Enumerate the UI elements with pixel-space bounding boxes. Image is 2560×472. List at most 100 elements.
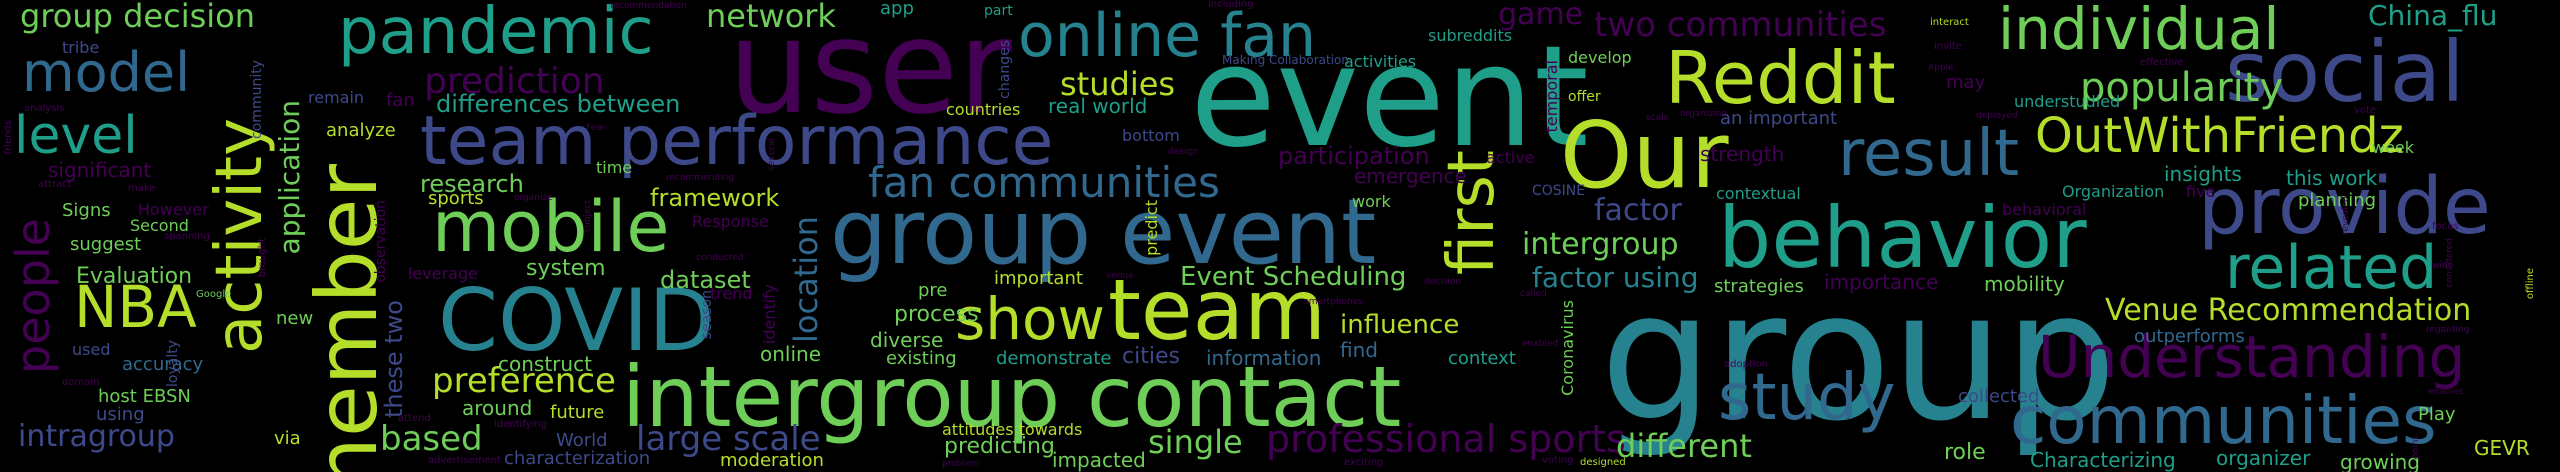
word-second: Second [130, 216, 189, 235]
word-behavior: behavior [1718, 189, 2087, 287]
word-contextual: contextual [1716, 184, 1801, 203]
word-loyalty: loyalty [165, 340, 181, 387]
word-advertisement: advertisement [428, 455, 501, 466]
word-single: single [1148, 423, 1243, 461]
word-leverage: leverage [408, 264, 478, 283]
word-fan: fan [386, 90, 415, 111]
word-few: Few [586, 123, 604, 133]
word-large-scale: large scale [636, 419, 821, 459]
word-domain: domain [62, 377, 100, 388]
word-voting: voting [1542, 455, 1574, 466]
word-organizer: organizer [2216, 446, 2311, 470]
word-group-event: group event [830, 180, 1377, 285]
word-enables: enables [2428, 387, 2464, 397]
word-differences-between: differences between [436, 90, 681, 118]
word-may: may [1946, 72, 1986, 93]
word-enabled: enabled [1522, 339, 1559, 349]
word-outwithfriendz: OutWithFriendz [2035, 108, 2404, 164]
word-group-decision: group decision [20, 0, 256, 35]
word-prediction: prediction [424, 61, 605, 102]
word-trend: trend [710, 284, 753, 303]
word-popularity: popularity [2080, 65, 2284, 111]
word-make: make [128, 183, 156, 194]
word-adoption: adoption [1724, 359, 1769, 370]
word-show: show [955, 285, 1105, 353]
word-moderation: moderation [720, 450, 824, 471]
word-event: event [1190, 16, 1589, 179]
word-communities: communities [2010, 382, 2437, 459]
word-community: community [249, 60, 265, 139]
word-different: different [1616, 427, 1752, 465]
word-factor-using: factor using [1532, 261, 1699, 294]
word-network: network [706, 0, 836, 35]
word-brought: brought [257, 238, 268, 278]
word-deployed: deployed [1976, 111, 2018, 121]
word-revealed: revealed [2341, 196, 2351, 236]
word-subreddits: subreddits [1428, 26, 1513, 45]
word-china-flu: China_flu [2368, 0, 2498, 32]
word-used: used [72, 340, 111, 359]
word-role: role [1944, 440, 1986, 465]
word-demonstrate: demonstrate [996, 348, 1112, 369]
word-five: five [2186, 182, 2216, 201]
word-framework: framework [650, 184, 780, 212]
word-pre: pre [918, 280, 948, 301]
word-system: system [526, 256, 606, 281]
word-week: week [2372, 138, 2415, 157]
word-response: Response [692, 212, 769, 231]
word-analysis: analysis [24, 103, 65, 114]
word-nba: NBA [74, 273, 197, 341]
word-related: related [2225, 233, 2438, 303]
word-strength: strength [1700, 142, 1785, 166]
word-mobility: mobility [1984, 272, 2065, 296]
word-important: important [994, 268, 1083, 289]
word-via: via [274, 428, 301, 449]
word-team-performance: team performance [420, 102, 1054, 181]
word-individual: individual [1998, 0, 2280, 63]
word-online: online [760, 342, 822, 366]
word-effective: effective [2140, 57, 2184, 68]
word-predicting: predicting [944, 434, 1055, 459]
word-observation: observation [373, 200, 389, 283]
word-venue: venue [1106, 271, 1134, 281]
word-intergroup: intergroup [1522, 227, 1679, 262]
word-attract: attract [38, 179, 72, 190]
word-event-scheduling: Event Scheduling [1180, 262, 1407, 292]
word-gevr: GEVR [2474, 436, 2530, 460]
word-however: However [138, 200, 209, 219]
word-emergence: emergence [1354, 164, 1467, 188]
word-regarding: regarding [2426, 325, 2470, 335]
word-find: find [1340, 338, 1378, 362]
word-two-communities: two communities [1594, 5, 1887, 45]
word-preference: preference [432, 361, 616, 401]
word-result: result [1838, 117, 2020, 191]
word-predict: predict [1142, 200, 1161, 256]
word-time: time [596, 158, 633, 177]
word-develop: develop [1568, 48, 1632, 67]
word-host-ebsn: host EBSN [98, 386, 191, 407]
word-using: using [96, 404, 145, 425]
word-strategies: strategies [1714, 276, 1804, 297]
word-decision: decision [1424, 277, 1462, 287]
word-social: social [2225, 23, 2465, 121]
word-google: Google [196, 289, 232, 300]
word-understanding: Understanding [2038, 323, 2466, 391]
word-sports: sports [428, 188, 484, 209]
word-conducted: conducted [696, 253, 744, 263]
word-influence: influence [1340, 310, 1460, 340]
word-focus: focus [2432, 221, 2459, 232]
word-location: location [787, 216, 825, 343]
word-signs: Signs [62, 200, 111, 221]
word-process: process [894, 302, 979, 327]
word-evaluation: Evaluation [76, 264, 193, 289]
word-covid: COVID [438, 271, 715, 371]
word-factor: factor [1594, 193, 1682, 228]
word-mobile: mobile [432, 186, 670, 268]
word-real-world: real world [1048, 94, 1148, 118]
word-point: point [2411, 436, 2421, 459]
word-game: game [1498, 0, 1584, 32]
word-characterizing: Characterizing [2030, 448, 2176, 472]
word-interact: interact [1930, 17, 1969, 28]
word-analyze: analyze [326, 120, 396, 141]
word-vote: vote [2354, 105, 2377, 116]
